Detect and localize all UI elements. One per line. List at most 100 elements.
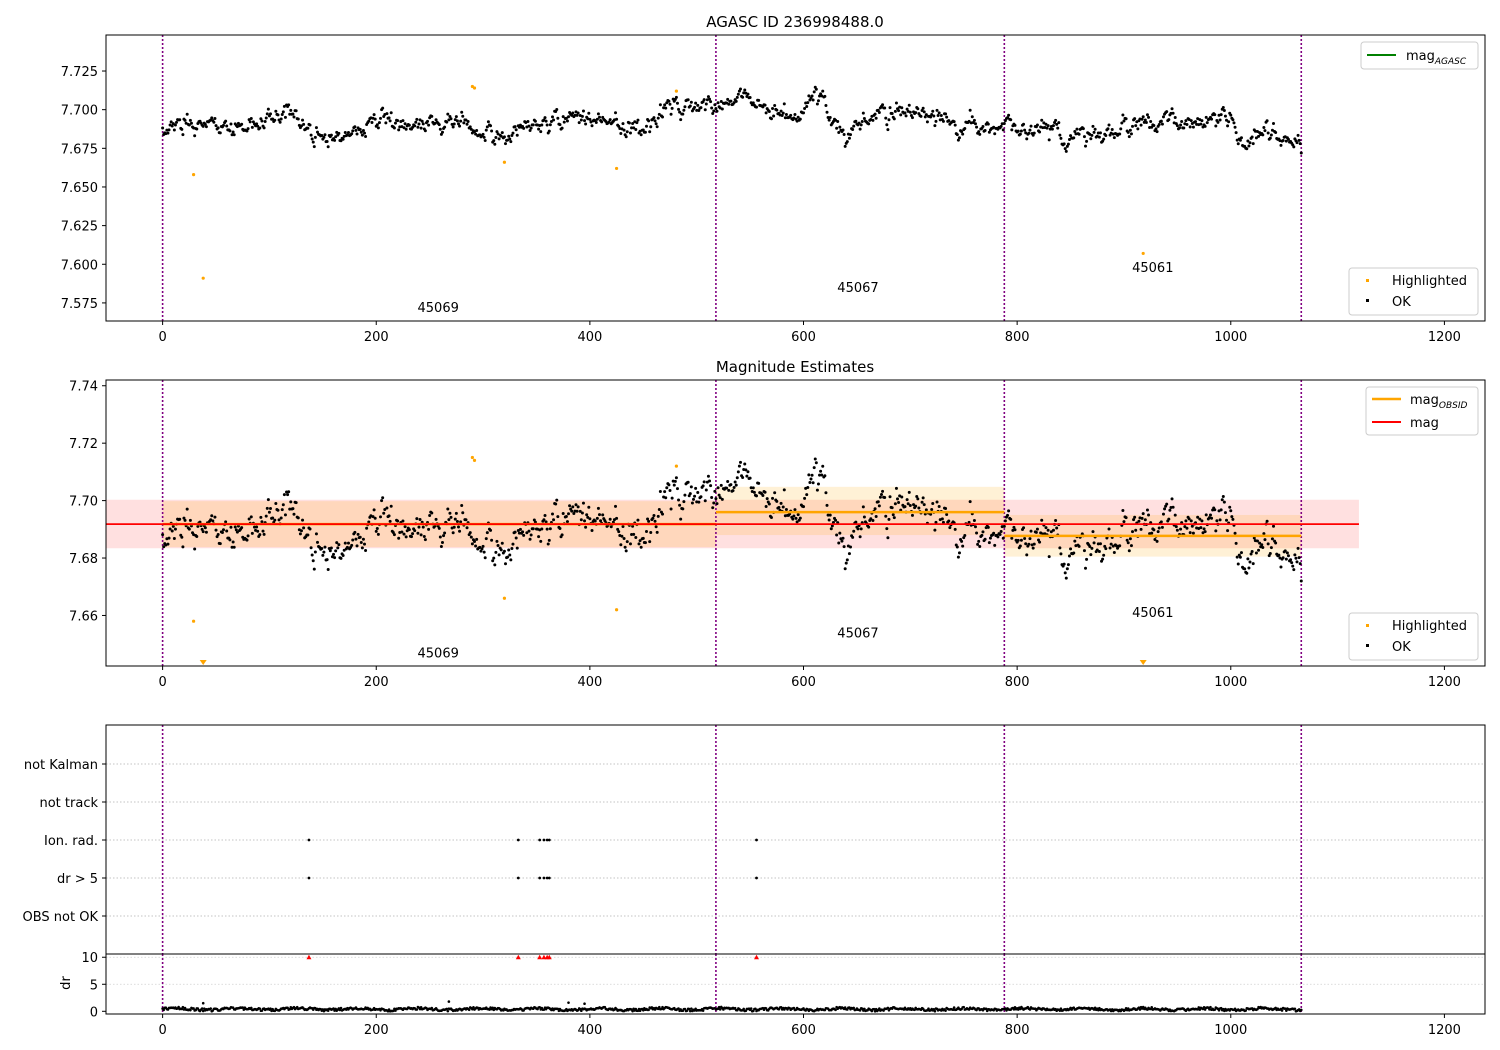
data-point-ok [1229, 509, 1233, 513]
data-point-ok [418, 517, 422, 521]
data-point-ok [258, 533, 262, 537]
data-point-ok [1085, 139, 1089, 143]
data-point-ok [411, 532, 415, 536]
dr-point [258, 1007, 262, 1010]
data-point-ok [579, 118, 583, 122]
data-point-ok [1118, 544, 1122, 548]
data-point-ok [1188, 125, 1192, 129]
data-point-ok [264, 514, 268, 518]
data-point-ok [652, 513, 656, 517]
data-point-ok [929, 115, 933, 119]
data-point-ok [526, 120, 530, 124]
data-point-ok [993, 543, 997, 547]
data-point-ok [392, 533, 396, 537]
data-point-ok [1297, 556, 1301, 560]
data-point-ok [781, 111, 785, 115]
data-point-ok [287, 490, 291, 494]
data-point-ok [225, 124, 229, 128]
data-point-ok [326, 568, 330, 572]
data-point-ok [392, 126, 396, 130]
data-point-ok [1157, 122, 1161, 126]
data-point-ok [1106, 127, 1110, 131]
data-point-ok [560, 126, 564, 130]
data-point-ok [332, 552, 336, 556]
dr-point [1141, 1005, 1145, 1009]
data-point-ok [1284, 139, 1288, 143]
dr-point [567, 1001, 570, 1004]
data-point-ok [842, 545, 846, 549]
data-point-ok [713, 103, 717, 107]
data-point-ok [725, 486, 729, 490]
data-point-ok [987, 130, 991, 134]
data-point-ok [364, 135, 368, 139]
data-point-ok [743, 88, 747, 92]
dr-point [430, 1006, 434, 1010]
data-point-ok [630, 126, 634, 130]
data-point-ok [1054, 118, 1058, 122]
data-point-ok [1012, 525, 1016, 529]
data-point-ok [608, 517, 612, 521]
data-point-ok [1246, 139, 1250, 143]
data-point-ok [515, 133, 519, 137]
data-point-ok [1284, 557, 1288, 561]
data-point-ok [968, 500, 972, 504]
data-point-ok [703, 108, 707, 112]
data-point-ok [814, 87, 818, 91]
dr-point [472, 1005, 475, 1009]
x-tick-label: 0 [158, 675, 166, 690]
data-point-ok [915, 494, 919, 498]
data-point-ok [260, 119, 264, 123]
dr-point [209, 1007, 212, 1010]
y-tick-label: 7.675 [61, 142, 98, 157]
data-point-ok [824, 103, 828, 107]
data-point-ok [580, 511, 584, 515]
data-point-ok [999, 124, 1003, 128]
data-point-ok [400, 530, 404, 534]
data-point-ok [1047, 555, 1051, 559]
data-point-ok [967, 520, 971, 524]
data-point-ok [796, 513, 800, 517]
data-point-ok [844, 561, 848, 565]
data-point-ok [362, 131, 366, 135]
data-point-ok [171, 122, 175, 126]
dr-point [181, 1005, 185, 1009]
data-point-ok [1096, 131, 1100, 135]
data-point-ok [934, 520, 938, 524]
data-point-ok [641, 536, 645, 540]
data-point-ok [812, 466, 816, 470]
data-point-ok [1069, 547, 1073, 551]
data-point-ok [552, 118, 556, 122]
data-point-ok [210, 116, 214, 120]
data-point-ok [1034, 530, 1038, 534]
data-point-ok [847, 136, 851, 140]
data-point-ok [220, 530, 224, 534]
data-point-ok [1129, 132, 1133, 136]
data-point-ok [957, 136, 961, 140]
data-point-ok [309, 546, 313, 550]
data-point-ok [278, 120, 282, 124]
data-point-ok [333, 556, 337, 560]
data-point-ok [595, 516, 599, 520]
data-point-ok [873, 507, 877, 511]
data-point-ok [310, 137, 314, 141]
data-point-ok [1199, 122, 1203, 126]
data-point-ok [567, 115, 571, 119]
data-point-ok [313, 550, 317, 554]
data-point-ok [298, 532, 302, 536]
data-point-ok [1064, 576, 1068, 580]
data-point-ok [1134, 528, 1138, 532]
data-point-ok [1066, 563, 1070, 567]
data-point-ok [548, 123, 552, 127]
data-point-ok [693, 105, 697, 109]
data-point-ok [1097, 550, 1101, 554]
data-point-ok [837, 130, 841, 134]
data-point-ok [367, 520, 371, 524]
data-point-ok [992, 531, 996, 535]
data-point-ok [1038, 130, 1042, 134]
data-point-ok [934, 119, 938, 123]
data-point-ok [1173, 115, 1177, 119]
data-point-ok [1097, 135, 1101, 139]
data-point-ok [475, 129, 479, 133]
data-point-ok [625, 130, 629, 134]
data-point-ok [544, 520, 548, 524]
